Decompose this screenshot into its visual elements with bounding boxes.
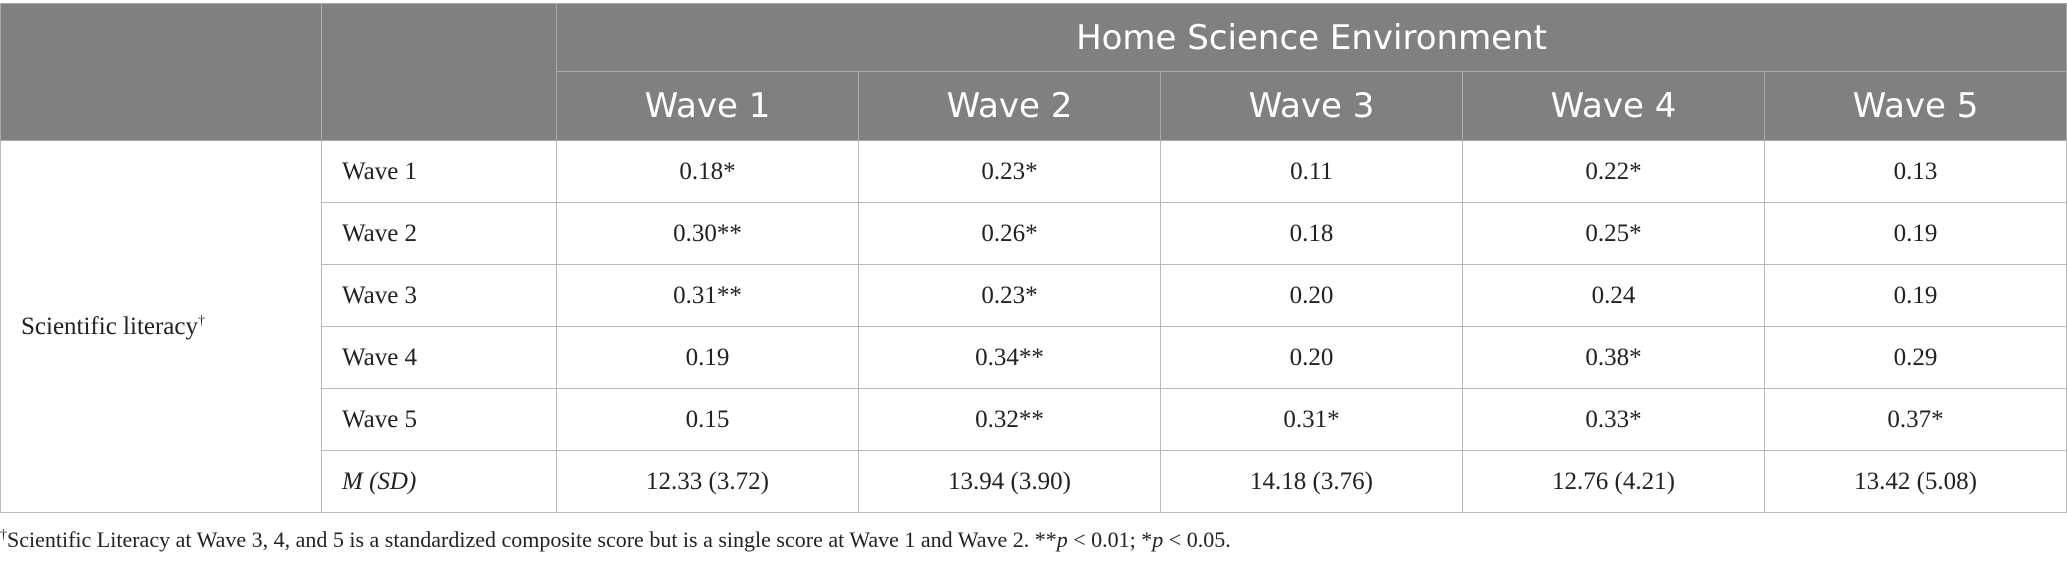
row-label: Wave 5 — [321, 388, 557, 451]
row-label: Wave 3 — [321, 264, 557, 327]
table-cell: 0.18* — [556, 140, 859, 203]
table-cell: 0.22* — [1462, 140, 1765, 203]
header-empty-stub — [0, 3, 322, 141]
column-header: Wave 1 — [556, 71, 859, 141]
table-cell: 0.20 — [1160, 326, 1463, 389]
column-header: Wave 2 — [858, 71, 1161, 141]
footnote-dagger: † — [0, 527, 7, 543]
table-cell: 12.33 (3.72) — [556, 450, 859, 513]
row-label: Wave 2 — [321, 202, 557, 265]
column-header: Wave 3 — [1160, 71, 1463, 141]
table-cell: 0.19 — [556, 326, 859, 389]
table-cell: 0.33* — [1462, 388, 1765, 451]
table-cell: 13.94 (3.90) — [858, 450, 1161, 513]
table-row: Wave 3 0.31** 0.23* 0.20 0.24 0.19 — [1, 264, 2067, 327]
header-empty-wave — [321, 3, 557, 141]
table-cell: 13.42 (5.08) — [1763, 450, 2067, 513]
column-header: Wave 4 — [1462, 71, 1765, 141]
header-group-title: Home Science Environment — [555, 3, 2067, 72]
header-row-columns: Wave 1 Wave 2 Wave 3 Wave 4 Wave 5 — [1, 71, 2067, 141]
table-footnote: †Scientific Literacy at Wave 3, 4, and 5… — [0, 527, 1231, 552]
table-row: Wave 4 0.19 0.34** 0.20 0.38* 0.29 — [1, 326, 2067, 389]
table-row: Wave 5 0.15 0.32** 0.31* 0.33* 0.37* — [1, 388, 2067, 451]
table-cell: 0.34** — [858, 326, 1161, 389]
table-cell: 0.30** — [556, 202, 859, 265]
header-row-group: Home Science Environment — [0, 3, 2067, 141]
table-cell: 0.11 — [1160, 140, 1463, 203]
row-label: Wave 4 — [321, 326, 557, 389]
row-label: M (SD) — [321, 450, 557, 513]
table-cell: 0.37* — [1763, 388, 2067, 451]
table-cell: 0.13 — [1763, 140, 2067, 203]
dagger-mark: † — [198, 313, 206, 329]
table-cell: 0.31** — [556, 264, 859, 327]
table-cell: 0.23* — [858, 264, 1161, 327]
row-group-label: Scientific literacy† — [0, 140, 322, 513]
table-cell: 0.24 — [1462, 264, 1765, 327]
row-label: Wave 1 — [321, 140, 557, 203]
correlation-table: Home Science Environment Wave 1 Wave 2 W… — [0, 3, 2067, 513]
table-cell: 12.76 (4.21) — [1462, 450, 1765, 513]
table-cell: 0.19 — [1763, 264, 2067, 327]
table-cell: 0.20 — [1160, 264, 1463, 327]
table-cell: 0.31* — [1160, 388, 1463, 451]
table-cell: 0.15 — [556, 388, 859, 451]
table-cell: 0.25* — [1462, 202, 1765, 265]
table-cell: 0.19 — [1763, 202, 2067, 265]
table-cell: 0.23* — [858, 140, 1161, 203]
table-row: Scientific literacy† Wave 1 0.18* 0.23* … — [0, 140, 2067, 513]
table-cell: 0.26* — [858, 202, 1161, 265]
table-cell: 0.32** — [858, 388, 1161, 451]
table-cell: 0.29 — [1763, 326, 2067, 389]
table-row-summary: M (SD) 12.33 (3.72) 13.94 (3.90) 14.18 (… — [1, 450, 2067, 513]
table-cell: 0.38* — [1462, 326, 1765, 389]
column-header: Wave 5 — [1763, 71, 2067, 141]
table-cell: 0.18 — [1160, 202, 1463, 265]
table-cell: 14.18 (3.76) — [1160, 450, 1463, 513]
